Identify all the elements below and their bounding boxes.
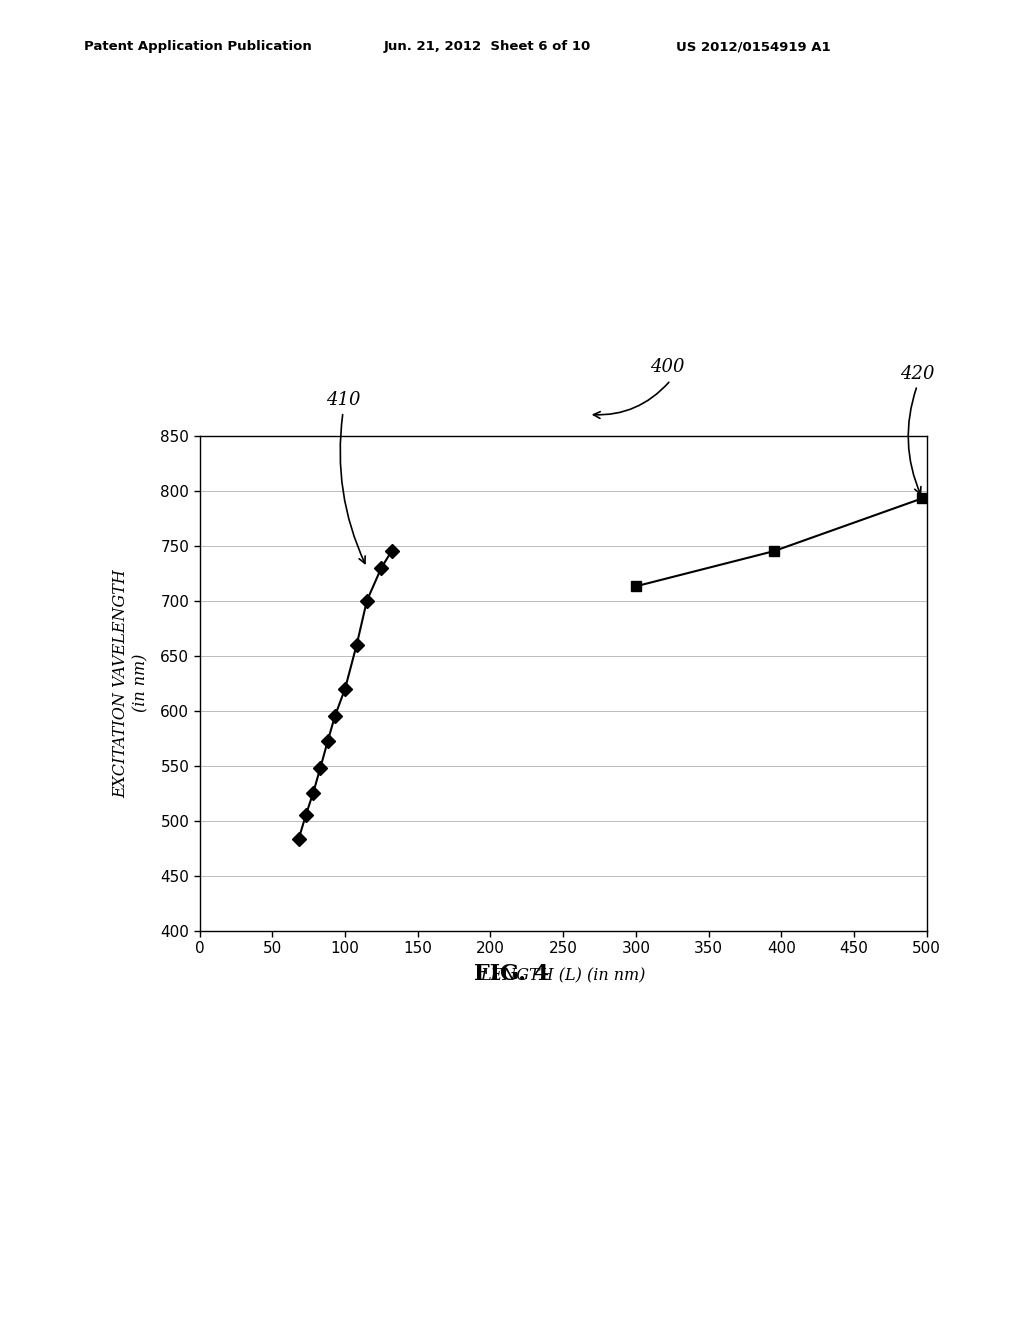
Text: 420: 420 [900, 364, 935, 383]
X-axis label: LENGTH (L) (in nm): LENGTH (L) (in nm) [480, 968, 646, 985]
Text: 410: 410 [326, 391, 360, 409]
Text: US 2012/0154919 A1: US 2012/0154919 A1 [676, 40, 830, 53]
Y-axis label: EXCITATION VAVELENGTH
(in nm): EXCITATION VAVELENGTH (in nm) [113, 569, 150, 797]
Text: FIG. 4: FIG. 4 [474, 964, 550, 985]
Text: Patent Application Publication: Patent Application Publication [84, 40, 311, 53]
Text: 400: 400 [650, 358, 685, 376]
Text: Jun. 21, 2012  Sheet 6 of 10: Jun. 21, 2012 Sheet 6 of 10 [384, 40, 591, 53]
